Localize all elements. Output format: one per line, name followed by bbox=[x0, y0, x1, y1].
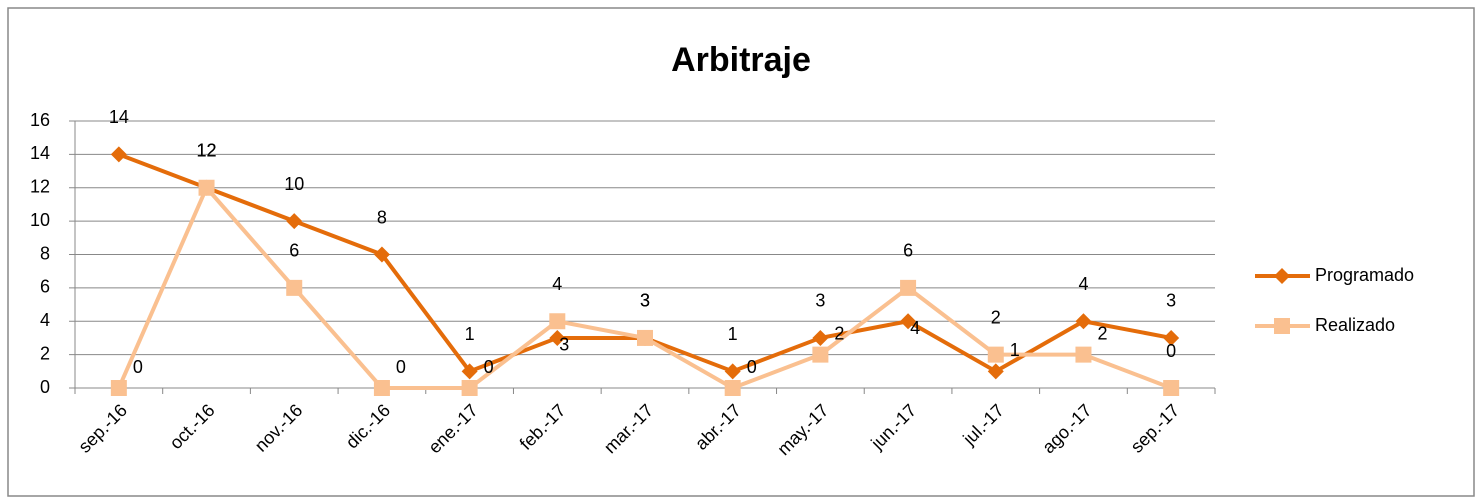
marker bbox=[1163, 329, 1180, 346]
y-tick-label: 2 bbox=[40, 343, 50, 363]
data-label: 12 bbox=[197, 141, 217, 161]
marker bbox=[724, 380, 741, 396]
y-tick-label: 10 bbox=[30, 210, 50, 230]
marker bbox=[637, 329, 653, 346]
data-label: 0 bbox=[1166, 341, 1176, 361]
marker bbox=[987, 346, 1004, 363]
y-tick-label: 0 bbox=[40, 377, 50, 397]
data-label: 4 bbox=[910, 318, 920, 338]
marker bbox=[900, 279, 917, 296]
data-label: 4 bbox=[1078, 274, 1088, 294]
y-tick-label: 14 bbox=[30, 143, 50, 163]
data-label: 8 bbox=[377, 207, 387, 227]
data-label: 0 bbox=[396, 357, 406, 377]
data-label: 3 bbox=[815, 291, 825, 311]
marker bbox=[286, 279, 303, 296]
data-label: 4 bbox=[552, 274, 562, 294]
marker bbox=[900, 313, 917, 330]
y-tick-label: 8 bbox=[40, 243, 50, 263]
y-tick-label: 16 bbox=[30, 110, 50, 130]
marker bbox=[110, 146, 127, 163]
data-label: 3 bbox=[1166, 291, 1176, 311]
chart-border bbox=[7, 7, 1475, 497]
marker bbox=[461, 363, 478, 380]
data-label: 14 bbox=[109, 107, 129, 127]
data-label: 3 bbox=[559, 335, 569, 355]
marker bbox=[110, 380, 127, 396]
y-tick-label: 4 bbox=[40, 310, 50, 330]
data-label: 3 bbox=[640, 291, 650, 311]
marker bbox=[461, 380, 478, 396]
marker bbox=[1075, 346, 1092, 363]
data-label: 6 bbox=[289, 241, 299, 261]
legend-label: Programado bbox=[1315, 265, 1414, 285]
data-label: 3 bbox=[640, 291, 650, 311]
marker bbox=[373, 246, 390, 263]
marker bbox=[1075, 313, 1092, 330]
legend-label: Realizado bbox=[1315, 315, 1395, 335]
y-tick-label: 12 bbox=[30, 177, 50, 197]
data-label: 2 bbox=[991, 307, 1001, 327]
data-label: 2 bbox=[1097, 323, 1107, 343]
marker bbox=[549, 313, 566, 330]
marker bbox=[812, 346, 829, 363]
marker bbox=[198, 179, 215, 196]
data-label: 0 bbox=[747, 357, 757, 377]
data-label: 1 bbox=[1010, 340, 1020, 360]
data-label: 1 bbox=[728, 324, 738, 344]
marker bbox=[987, 363, 1004, 380]
marker bbox=[286, 213, 303, 230]
marker bbox=[812, 329, 829, 346]
marker bbox=[1274, 318, 1290, 334]
y-tick-label: 6 bbox=[40, 277, 50, 297]
marker bbox=[1163, 380, 1180, 396]
data-label: 2 bbox=[834, 323, 844, 343]
marker bbox=[1274, 268, 1290, 284]
marker bbox=[549, 329, 566, 346]
marker bbox=[724, 363, 741, 380]
data-label: 10 bbox=[284, 174, 304, 194]
chart-title: Arbitraje bbox=[671, 41, 811, 79]
data-label: 1 bbox=[465, 324, 475, 344]
data-label: 6 bbox=[903, 241, 913, 261]
data-label: 0 bbox=[133, 357, 143, 377]
data-label: 0 bbox=[484, 357, 494, 377]
marker bbox=[373, 380, 390, 396]
data-label: 12 bbox=[197, 141, 217, 161]
